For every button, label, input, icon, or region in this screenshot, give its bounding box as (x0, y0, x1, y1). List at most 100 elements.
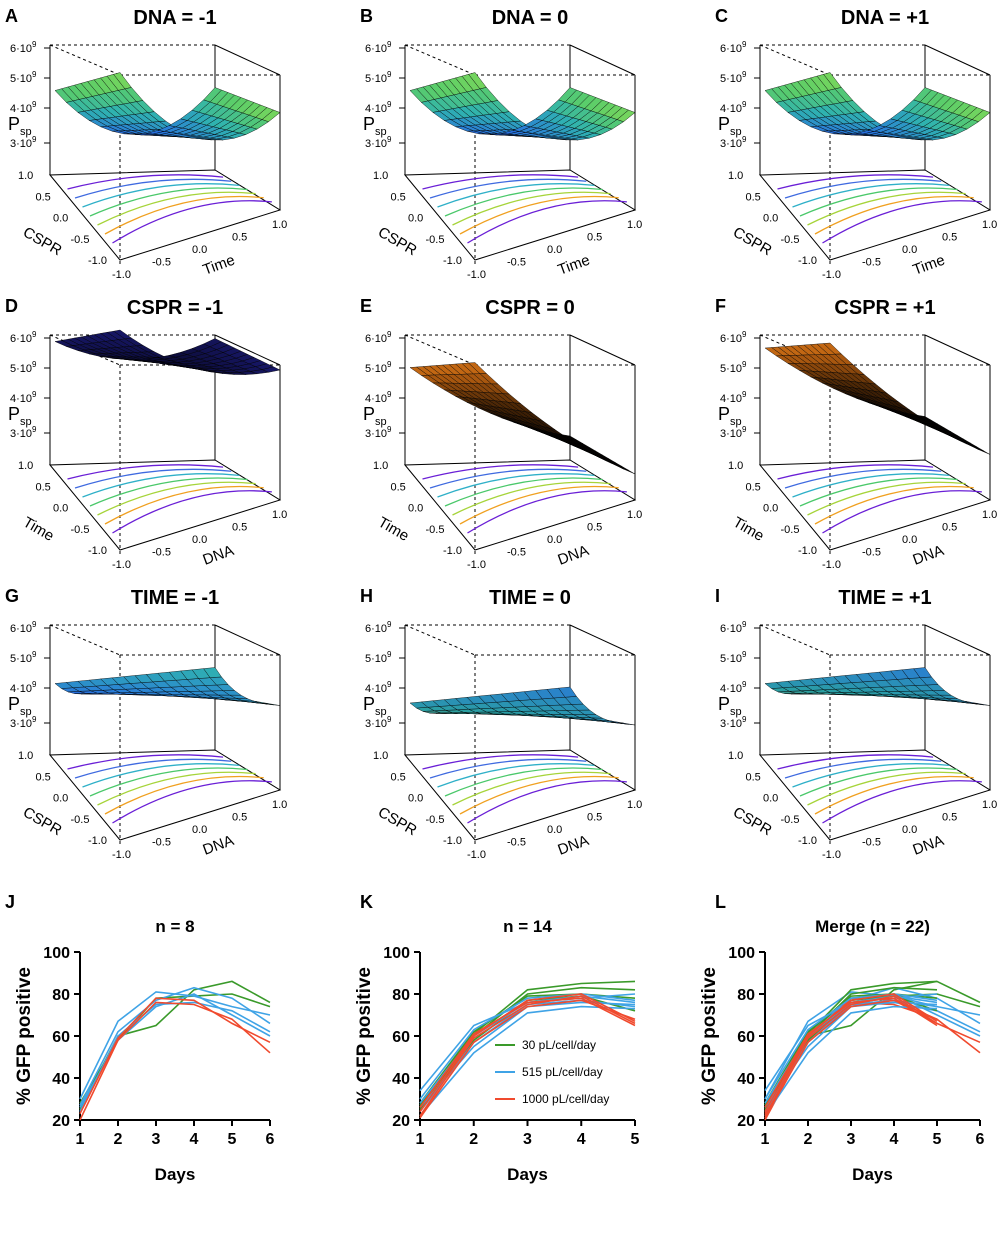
floor-tick-right: -1.0 (822, 559, 841, 571)
z-tick-label: 4·109 (720, 680, 747, 695)
floor-tick-left: -0.5 (71, 234, 90, 246)
contour-line (429, 468, 587, 489)
y-tick-label: 100 (383, 945, 410, 962)
contour-line (97, 481, 256, 516)
y-tick-label: 100 (43, 945, 70, 962)
box-edge (404, 624, 476, 656)
floor-tick-right: -1.0 (822, 269, 841, 281)
z-axis-label: Psp (363, 114, 387, 138)
contour-line (452, 771, 611, 806)
contour-line (104, 195, 264, 235)
floor-tick-right: 0.5 (587, 522, 602, 534)
y-tick-label: 40 (737, 1071, 755, 1088)
floor-tick-left: 0.5 (746, 191, 761, 203)
floor-tick-left: -0.5 (781, 234, 800, 246)
box-edge (924, 44, 991, 76)
floor-tick-left: 1.0 (728, 460, 743, 472)
z-tick-label: 6·109 (720, 620, 747, 635)
contour-line (452, 481, 611, 516)
series-line (764, 999, 938, 1119)
floor-tick-left: 1.0 (728, 170, 743, 182)
contour-line (822, 200, 982, 244)
legend-label: 1000 pL/cell/day (522, 1092, 609, 1106)
legend-label: 515 pL/cell/day (522, 1065, 603, 1079)
box-edge (49, 44, 121, 76)
contour-line (112, 490, 272, 534)
floor-tick-right: 1.0 (982, 799, 997, 811)
contour-line (459, 195, 619, 235)
floor-tick-right: -1.0 (112, 559, 131, 571)
box-edge (924, 624, 991, 656)
panel-title: DNA = -1 (133, 7, 216, 29)
z-tick-label: 3·109 (10, 425, 37, 440)
x-tick-label: 3 (152, 1131, 161, 1148)
surface-cell (558, 433, 577, 440)
panel-letter: A (5, 6, 18, 26)
contour-line (429, 178, 587, 199)
z-tick-label: 6·109 (10, 40, 37, 55)
floor-tick-left: 0.5 (391, 481, 406, 493)
contour-line (437, 763, 595, 788)
z-tick-label: 6·109 (365, 620, 392, 635)
z-tick-label: 3·109 (720, 135, 747, 150)
z-axis-label: Psp (718, 114, 742, 138)
floor-tick-left: 0.0 (53, 503, 68, 515)
contour-line (784, 178, 942, 199)
z-tick-label: 6·109 (365, 330, 392, 345)
z-tick-label: 4·109 (10, 100, 37, 115)
z-tick-label: 5·109 (10, 360, 37, 375)
floor-tick-left: 1.0 (728, 750, 743, 762)
panel-letter: J (5, 892, 15, 912)
contour-line (112, 200, 272, 244)
surface-cell (203, 667, 222, 678)
box-edge (924, 334, 991, 366)
z-tick-label: 3·109 (365, 135, 392, 150)
floor-tick-right: -0.5 (507, 837, 526, 849)
contour-line (97, 191, 256, 226)
z-axis-label: Psp (8, 404, 32, 428)
contour-line (89, 477, 248, 507)
panel-letter: F (715, 296, 726, 316)
contour-line (459, 775, 619, 815)
floor-tick-right: -1.0 (822, 849, 841, 860)
floor-tick-left: 0.0 (408, 213, 423, 225)
floor-tick-right: -0.5 (862, 257, 881, 269)
floor-tick-left: -1.0 (88, 255, 107, 267)
contour-line (467, 200, 627, 244)
surface-cell (913, 667, 932, 678)
floor-tick-left: -1.0 (443, 545, 462, 557)
y-tick-label: 80 (52, 987, 70, 1004)
panel-letter: G (5, 586, 19, 606)
contour-line (814, 195, 974, 235)
panel-letter: D (5, 296, 18, 316)
contour-line (467, 780, 627, 824)
panel-title: DNA = 0 (492, 7, 569, 29)
floor-tick-left: 0.5 (391, 191, 406, 203)
contour-line (784, 758, 942, 779)
contour-line (777, 464, 934, 480)
floor-tick-right: 0.5 (942, 812, 957, 824)
floor-tick-right: 0.5 (232, 812, 247, 824)
floor-tick-right: 0.0 (902, 824, 917, 836)
z-tick-label: 5·109 (10, 70, 37, 85)
floor-plane (48, 169, 282, 261)
contour-line (807, 771, 966, 806)
surface-mesh (54, 667, 281, 706)
surface-cell (913, 87, 932, 103)
floor-tick-left: 0.5 (36, 191, 51, 203)
floor-tick-left: 1.0 (18, 460, 33, 472)
contour-line (822, 780, 982, 824)
surface-mesh (409, 362, 636, 475)
floor-plane (403, 749, 637, 841)
floor-tick-left: -1.0 (443, 255, 462, 267)
contour-line (459, 485, 619, 525)
floor-tick-right: -1.0 (467, 559, 486, 571)
contour-line (799, 187, 958, 217)
x-tick-label: 5 (228, 1131, 237, 1148)
left-axis-label: CSPR (375, 224, 420, 260)
contour-line (67, 754, 224, 770)
left-axis-label: CSPR (20, 804, 65, 840)
contour-line (814, 485, 974, 525)
